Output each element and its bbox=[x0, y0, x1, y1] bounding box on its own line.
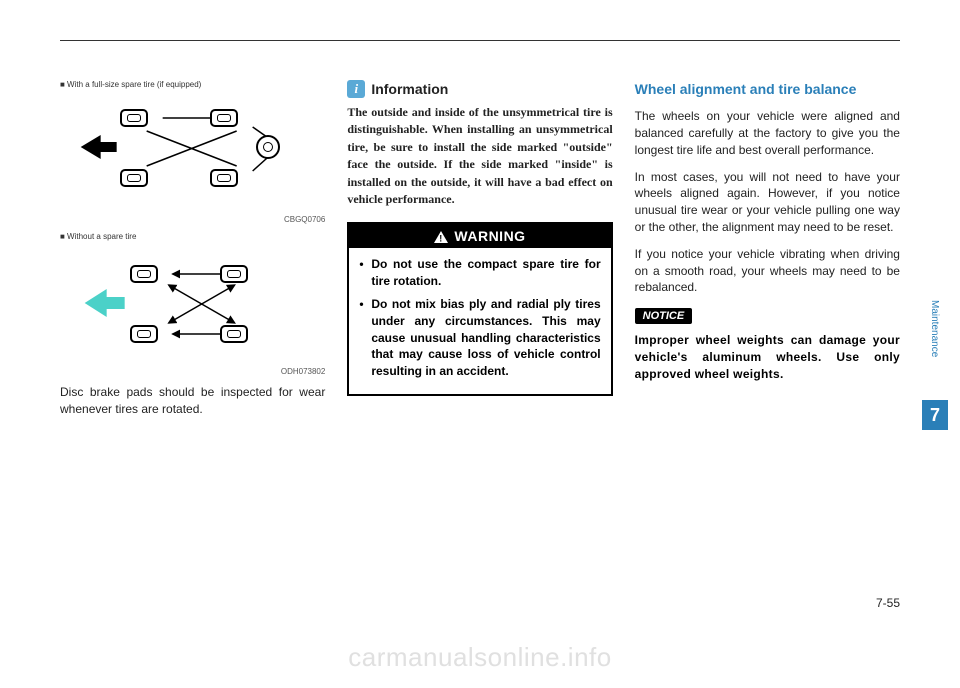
tire-icon bbox=[130, 265, 158, 283]
column-1: ■ With a full-size spare tire (if equipp… bbox=[60, 80, 325, 428]
warning-title: WARNING bbox=[454, 228, 525, 244]
info-title: Information bbox=[371, 81, 448, 97]
page-number: 7-55 bbox=[876, 596, 900, 610]
front-arrow-icon bbox=[81, 135, 117, 159]
tire-icon bbox=[220, 325, 248, 343]
watermark: carmanualsonline.info bbox=[348, 642, 611, 673]
columns: ■ With a full-size spare tire (if equipp… bbox=[60, 30, 900, 428]
warning-body: Do not use the compact spare tire for ti… bbox=[349, 248, 610, 394]
tire-icon bbox=[210, 109, 238, 127]
warning-item: Do not use the compact spare tire for ti… bbox=[359, 256, 600, 290]
diagram1-caption: ■ With a full-size spare tire (if equipp… bbox=[60, 80, 325, 89]
column-3: Wheel alignment and tire balance The whe… bbox=[635, 80, 900, 428]
tire-icon bbox=[210, 169, 238, 187]
spare-tire-icon bbox=[256, 135, 280, 159]
page-content: ■ With a full-size spare tire (if equipp… bbox=[60, 30, 900, 658]
tire-icon bbox=[220, 265, 248, 283]
col3-p2: In most cases, you will not need to have… bbox=[635, 169, 900, 236]
col3-p3: If you notice your vehicle vibrating whe… bbox=[635, 246, 900, 296]
notice-text: Improper wheel weights can damage your v… bbox=[635, 332, 900, 382]
warning-item: Do not mix bias ply and radial ply tires… bbox=[359, 296, 600, 380]
side-tab-label: Maintenance bbox=[929, 300, 940, 357]
column-2: i Information The outside and inside of … bbox=[347, 80, 612, 428]
diagram1-svg bbox=[60, 91, 325, 211]
tire-icon bbox=[130, 325, 158, 343]
diagram2 bbox=[60, 243, 325, 363]
info-icon: i bbox=[347, 80, 365, 98]
diagram1 bbox=[60, 91, 325, 211]
front-arrow-icon bbox=[85, 289, 125, 317]
info-header: i Information bbox=[347, 80, 612, 98]
col1-paragraph: Disc brake pads should be inspected for … bbox=[60, 384, 325, 418]
diagram1-code: CBGQ0706 bbox=[60, 215, 325, 224]
chapter-tab: 7 bbox=[922, 400, 948, 430]
col3-p1: The wheels on your vehicle were aligned … bbox=[635, 108, 900, 158]
diagram2-caption: ■ Without a spare tire bbox=[60, 232, 325, 241]
section-heading: Wheel alignment and tire balance bbox=[635, 80, 900, 98]
warning-box: ! WARNING Do not use the compact spare t… bbox=[347, 222, 612, 396]
notice-label: NOTICE bbox=[635, 308, 693, 324]
tire-icon bbox=[120, 109, 148, 127]
diagram2-code: ODH073802 bbox=[60, 367, 325, 376]
warning-triangle-icon: ! bbox=[434, 230, 448, 242]
warning-header: ! WARNING bbox=[349, 224, 610, 248]
tire-icon bbox=[120, 169, 148, 187]
diagram2-svg bbox=[60, 243, 325, 363]
svg-text:!: ! bbox=[440, 234, 444, 244]
info-text: The outside and inside of the unsymmetri… bbox=[347, 104, 612, 208]
